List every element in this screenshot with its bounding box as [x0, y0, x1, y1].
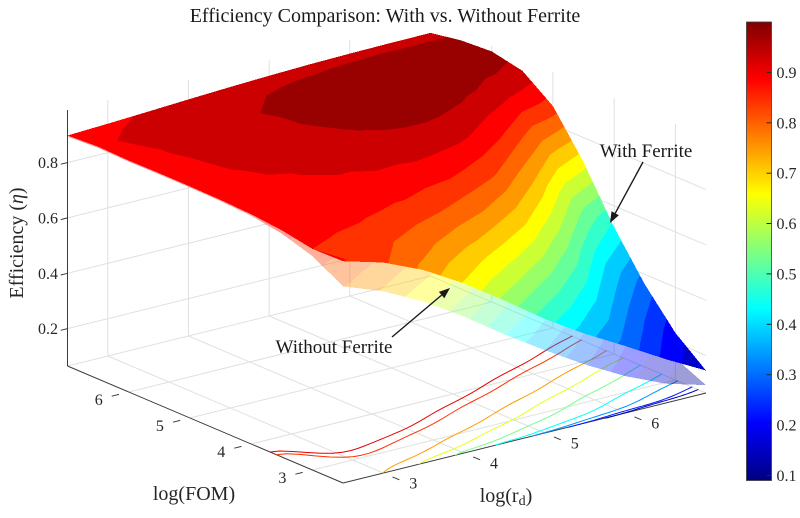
svg-text:0.2: 0.2	[777, 418, 797, 435]
svg-text:Efficiency Comparison: With vs: Efficiency Comparison: With vs. Without …	[190, 5, 581, 27]
svg-text:0.4: 0.4	[777, 317, 797, 334]
svg-text:0.6: 0.6	[777, 216, 797, 233]
svg-text:log(FOM): log(FOM)	[153, 483, 235, 505]
svg-text:0.7: 0.7	[777, 166, 797, 183]
svg-text:0.4: 0.4	[38, 266, 58, 283]
svg-text:Without Ferrite: Without Ferrite	[276, 337, 393, 358]
svg-text:6: 6	[651, 416, 659, 433]
svg-text:3: 3	[278, 470, 286, 487]
svg-text:0.9: 0.9	[777, 65, 797, 82]
svg-text:Efficiency (η): Efficiency (η)	[6, 187, 28, 298]
svg-text:0.1: 0.1	[777, 468, 797, 485]
svg-text:0.3: 0.3	[777, 367, 797, 384]
svg-text:0.6: 0.6	[38, 210, 58, 227]
svg-text:0.8: 0.8	[38, 155, 58, 172]
svg-text:0.5: 0.5	[777, 266, 797, 283]
svg-text:0.8: 0.8	[777, 115, 797, 132]
svg-text:0.2: 0.2	[38, 321, 58, 338]
svg-text:3: 3	[409, 476, 417, 493]
svg-text:6: 6	[95, 392, 103, 409]
svg-text:5: 5	[156, 418, 164, 435]
svg-text:With Ferrite: With Ferrite	[600, 141, 693, 162]
svg-text:4: 4	[490, 456, 498, 473]
svg-text:5: 5	[571, 436, 579, 453]
svg-text:4: 4	[217, 444, 225, 461]
